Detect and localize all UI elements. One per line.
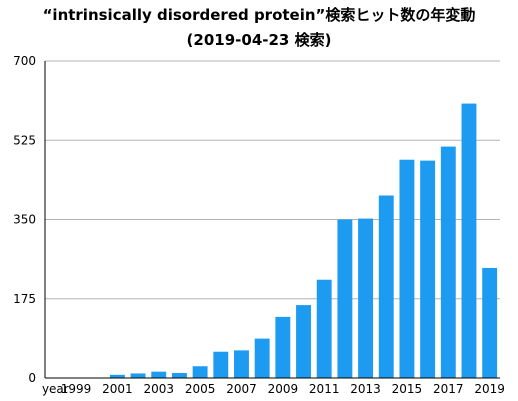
x-tick-label: 2007 — [226, 382, 257, 396]
y-tick-label: 350 — [13, 213, 36, 227]
bar-2010 — [296, 305, 311, 378]
x-tick-label: 2013 — [350, 382, 381, 396]
y-tick-label: 0 — [28, 371, 36, 385]
bar-2004 — [171, 373, 187, 378]
bar-2008 — [254, 338, 270, 378]
bar-2002 — [130, 373, 146, 378]
bar-2015 — [399, 159, 415, 378]
x-tick-label: 2015 — [392, 382, 423, 396]
bar-2007 — [234, 350, 249, 378]
chart-title: “intrinsically disordered protein”検索ヒット数… — [42, 6, 476, 24]
x-tick-label: year — [42, 382, 69, 396]
bars — [109, 103, 498, 378]
bar-2013 — [358, 218, 374, 378]
bar-2011 — [316, 279, 332, 378]
x-tick-label: 2011 — [309, 382, 340, 396]
bar-2005 — [192, 366, 208, 378]
x-tick-label: 2005 — [185, 382, 216, 396]
y-tick-label: 525 — [13, 133, 36, 147]
bar-2006 — [213, 351, 229, 378]
bar-2017 — [440, 146, 456, 378]
bar-2014 — [378, 195, 394, 378]
chart-subtitle: (2019-04-23 検索) — [186, 31, 332, 49]
axes — [44, 61, 500, 379]
bar-2009 — [275, 316, 291, 378]
bar-2001 — [109, 374, 125, 378]
bar-2012 — [337, 219, 353, 378]
x-tick-label: 2017 — [433, 382, 464, 396]
x-tick-label: 2009 — [268, 382, 299, 396]
bar-2018 — [461, 103, 477, 378]
bar-2003 — [151, 371, 167, 378]
x-tick-label: 2001 — [102, 382, 133, 396]
bar-2016 — [420, 160, 436, 378]
x-tick-label: 2019 — [474, 382, 505, 396]
y-tick-label: 175 — [13, 292, 36, 306]
x-tick-label: 2003 — [143, 382, 174, 396]
x-tick-label: 1999 — [61, 382, 92, 396]
bar-2019 — [482, 267, 498, 378]
y-tick-label: 700 — [13, 54, 36, 68]
